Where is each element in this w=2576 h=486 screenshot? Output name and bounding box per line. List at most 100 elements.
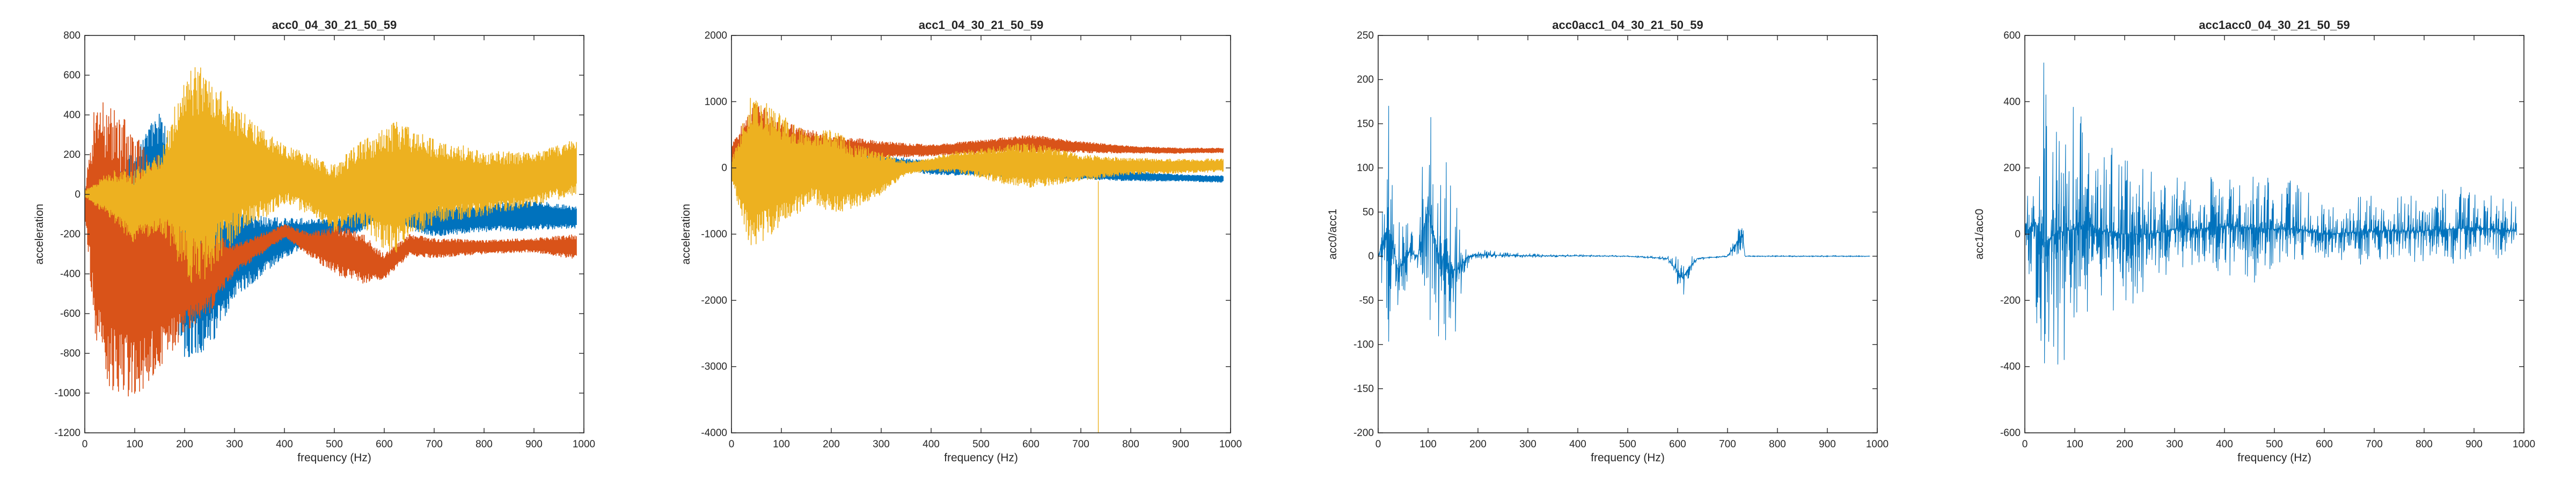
x-tick-label: 300 <box>226 439 243 450</box>
y-tick-label: -150 <box>1353 383 1374 395</box>
x-tick-label: 900 <box>525 439 543 450</box>
x-axis-label: frequency (Hz) <box>944 452 1018 464</box>
x-tick-label: 1000 <box>1219 439 1242 450</box>
y-tick-label: -1000 <box>54 388 80 399</box>
x-tick-label: 200 <box>1469 439 1487 450</box>
x-tick-label: 100 <box>1419 439 1437 450</box>
x-tick-label: 400 <box>1569 439 1586 450</box>
chart-title: acc1acc0_04_30_21_50_59 <box>2199 18 2350 32</box>
series-1-line <box>2025 62 2517 365</box>
y-tick-label: 0 <box>1368 251 1374 262</box>
y-tick-label: 0 <box>2015 229 2021 240</box>
x-tick-label: 700 <box>2366 439 2383 450</box>
x-tick-label: 700 <box>426 439 443 450</box>
x-tick-label: 0 <box>2022 439 2028 450</box>
y-tick-label: 600 <box>63 70 80 81</box>
x-tick-label: 300 <box>1519 439 1536 450</box>
x-tick-label: 500 <box>2266 439 2283 450</box>
x-tick-label: 700 <box>1072 439 1089 450</box>
x-tick-label: 800 <box>475 439 493 450</box>
x-tick-label: 500 <box>326 439 343 450</box>
x-tick-label: 600 <box>1022 439 1040 450</box>
x-tick-label: 100 <box>773 439 790 450</box>
x-tick-label: 200 <box>176 439 193 450</box>
y-tick-label: -1000 <box>701 229 727 240</box>
x-tick-label: 200 <box>2116 439 2133 450</box>
x-axis-label: frequency (Hz) <box>2237 452 2311 464</box>
x-tick-label: 900 <box>2465 439 2483 450</box>
y-tick-label: 200 <box>63 149 80 161</box>
y-tick-label: -200 <box>60 229 80 240</box>
x-tick-label: 800 <box>1769 439 1786 450</box>
y-tick-label: 400 <box>63 110 80 121</box>
chart-title: acc1_04_30_21_50_59 <box>919 18 1043 32</box>
x-tick-label: 900 <box>1819 439 1836 450</box>
x-tick-label: 600 <box>2316 439 2333 450</box>
x-tick-label: 600 <box>376 439 393 450</box>
x-tick-label: 100 <box>126 439 143 450</box>
x-tick-label: 300 <box>2166 439 2183 450</box>
x-tick-label: 500 <box>1619 439 1636 450</box>
y-tick-label: 800 <box>63 30 80 41</box>
y-tick-label: 400 <box>2003 96 2021 107</box>
chart-panel-2: 0 100 200 300 400 500 600 700 800 900 1000 -4000 -30… <box>680 18 1242 464</box>
y-tick-label: -600 <box>2000 427 2021 439</box>
y-tick-label: 600 <box>2003 30 2021 41</box>
y-tick-label: -1200 <box>54 427 80 439</box>
y-axis-label: acc1/acc0 <box>1973 209 1986 260</box>
x-tick-label: 400 <box>2216 439 2233 450</box>
y-tick-label: -200 <box>2000 295 2021 306</box>
y-tick-label: 200 <box>2003 163 2021 174</box>
x-tick-label: 700 <box>1719 439 1736 450</box>
y-tick-label: -3000 <box>701 361 727 373</box>
y-tick-label: -100 <box>1353 339 1374 351</box>
series-1-line <box>1378 105 1870 342</box>
y-tick-label: -800 <box>60 348 80 359</box>
chart-panel-1: 0 100 200 300 400 500 600 700 800 900 1000 -1200 -10… <box>33 18 595 464</box>
y-tick-label: 0 <box>721 163 727 174</box>
y-tick-label: -200 <box>1353 427 1374 439</box>
y-tick-label: -400 <box>2000 361 2021 373</box>
chart-title: acc0_04_30_21_50_59 <box>272 18 397 32</box>
y-tick-label: -4000 <box>701 427 727 439</box>
x-tick-label: 1000 <box>1866 439 1889 450</box>
y-axis-label: acceleration <box>33 204 46 264</box>
x-tick-label: 200 <box>823 439 840 450</box>
y-tick-label: 0 <box>75 189 80 200</box>
x-tick-label: 1000 <box>573 439 595 450</box>
y-tick-label: -600 <box>60 308 80 320</box>
chart-title: acc0acc1_04_30_21_50_59 <box>1552 18 1703 32</box>
x-tick-label: 0 <box>729 439 735 450</box>
x-tick-label: 900 <box>1172 439 1189 450</box>
y-axis-label: acc0/acc1 <box>1327 209 1339 260</box>
x-tick-label: 500 <box>972 439 990 450</box>
plot-area <box>1378 35 1877 433</box>
chart-panel-4: 0 100 200 300 400 500 600 700 800 900 1000 -600 -400… <box>1973 18 2535 464</box>
y-tick-label: 100 <box>1357 163 1374 174</box>
y-tick-label: 250 <box>1357 30 1374 41</box>
x-tick-label: 100 <box>2066 439 2083 450</box>
x-tick-label: 1000 <box>2513 439 2535 450</box>
series-3-line <box>731 98 1224 245</box>
x-tick-label: 300 <box>873 439 890 450</box>
y-tick-label: 50 <box>1363 207 1374 218</box>
y-axis-label: acceleration <box>680 204 692 264</box>
x-tick-label: 0 <box>82 439 88 450</box>
y-tick-label: 2000 <box>705 30 727 41</box>
series-3-line <box>85 67 577 283</box>
series-2-line <box>85 102 577 397</box>
x-tick-label: 600 <box>1669 439 1686 450</box>
x-tick-label: 400 <box>276 439 293 450</box>
chart-panel-3: 0 100 200 300 400 500 600 700 800 900 1000-200-150… <box>1327 18 1889 464</box>
y-tick-label: 1000 <box>705 96 727 107</box>
y-tick-label: 200 <box>1357 74 1374 85</box>
x-tick-label: 800 <box>1122 439 1139 450</box>
y-tick-label: -2000 <box>701 295 727 306</box>
x-axis-label: frequency (Hz) <box>1591 452 1665 464</box>
x-tick-label: 800 <box>2416 439 2433 450</box>
x-tick-label: 0 <box>1375 439 1381 450</box>
y-tick-label: 150 <box>1357 118 1374 129</box>
x-axis-label: frequency (Hz) <box>297 452 371 464</box>
